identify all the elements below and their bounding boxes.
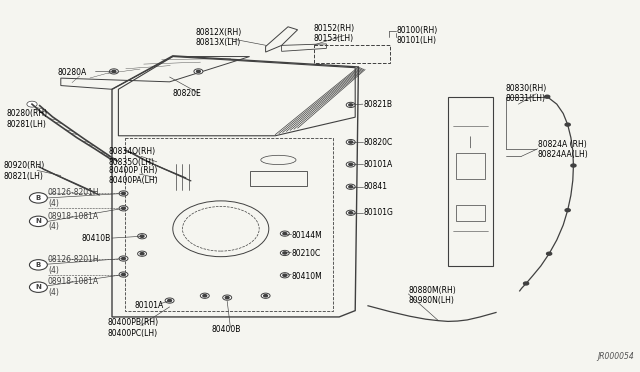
Text: 80410M: 80410M [291,272,322,280]
Circle shape [138,251,147,256]
Circle shape [119,256,128,261]
Text: 80210C: 80210C [291,249,321,258]
Circle shape [283,274,287,276]
Circle shape [122,257,125,260]
Circle shape [565,123,570,126]
Circle shape [346,162,355,167]
Circle shape [196,70,200,73]
Text: 80101A: 80101A [364,160,393,169]
Text: 80144M: 80144M [291,231,322,240]
Text: 80400B: 80400B [211,325,241,334]
Circle shape [349,141,353,143]
Text: JR000054: JR000054 [597,352,634,361]
Circle shape [29,193,47,203]
Text: B: B [36,262,41,268]
Circle shape [119,206,128,211]
Text: 08918-1081A
(4): 08918-1081A (4) [48,278,99,297]
Circle shape [280,231,289,236]
Text: 80820E: 80820E [173,89,202,97]
Text: 80812X(RH)
80813X(LH): 80812X(RH) 80813X(LH) [195,28,241,47]
Circle shape [109,69,118,74]
Circle shape [203,295,207,297]
Text: 80920(RH)
80821(LH): 80920(RH) 80821(LH) [3,161,44,181]
Circle shape [112,70,116,73]
Circle shape [349,186,353,188]
Circle shape [119,272,128,277]
Text: 80280A: 80280A [58,68,87,77]
Text: 80821B: 80821B [364,100,392,109]
Text: 08126-8201H
(4): 08126-8201H (4) [48,188,100,208]
Text: N: N [35,284,42,290]
Circle shape [122,192,125,195]
Circle shape [29,282,47,292]
Circle shape [264,295,268,297]
Circle shape [29,216,47,227]
Text: 08918-1081A
(4): 08918-1081A (4) [48,212,99,231]
Text: B: B [36,195,41,201]
Text: 80841: 80841 [364,182,388,191]
Circle shape [349,104,353,106]
Text: 80152(RH)
80153(LH): 80152(RH) 80153(LH) [314,24,355,43]
Circle shape [349,163,353,166]
Text: 80880M(RH)
80980N(LH): 80880M(RH) 80980N(LH) [408,286,456,305]
Circle shape [140,235,144,237]
Text: 80101G: 80101G [364,208,394,217]
Text: 08126-8201H
(4): 08126-8201H (4) [48,255,100,275]
Circle shape [280,273,289,278]
Circle shape [346,140,355,145]
Circle shape [223,295,232,300]
Circle shape [122,207,125,209]
Circle shape [346,184,355,189]
Text: 80830(RH)
80831(LH): 80830(RH) 80831(LH) [506,84,547,103]
Circle shape [168,299,172,302]
Text: 80410B: 80410B [82,234,111,243]
Text: 80400P (RH)
80400PA(LH): 80400P (RH) 80400PA(LH) [109,166,159,185]
Circle shape [122,273,125,276]
Circle shape [261,293,270,298]
Text: 80400PB(RH)
80400PC(LH): 80400PB(RH) 80400PC(LH) [108,318,159,338]
Circle shape [119,191,128,196]
Circle shape [547,252,552,255]
Circle shape [565,209,570,212]
Circle shape [29,260,47,270]
Circle shape [194,69,203,74]
Circle shape [346,102,355,108]
Circle shape [346,210,355,215]
Text: 80834O(RH)
80835O(LH): 80834O(RH) 80835O(LH) [109,147,156,167]
Circle shape [225,296,229,299]
Text: 80101A: 80101A [134,301,164,310]
Circle shape [524,282,529,285]
Text: 80280(RH)
80281(LH): 80280(RH) 80281(LH) [6,109,47,129]
Circle shape [165,298,174,303]
Text: 80824A (RH)
80824AA(LH): 80824A (RH) 80824AA(LH) [538,140,588,159]
Circle shape [138,234,147,239]
Circle shape [280,250,289,256]
Circle shape [27,101,37,107]
Circle shape [545,95,550,98]
Circle shape [200,293,209,298]
Circle shape [140,253,144,255]
Circle shape [349,212,353,214]
Text: 80820C: 80820C [364,138,393,147]
Text: N: N [35,218,42,224]
Circle shape [283,252,287,254]
Circle shape [571,164,576,167]
Text: 80100(RH)
80101(LH): 80100(RH) 80101(LH) [397,26,438,45]
Circle shape [283,232,287,235]
